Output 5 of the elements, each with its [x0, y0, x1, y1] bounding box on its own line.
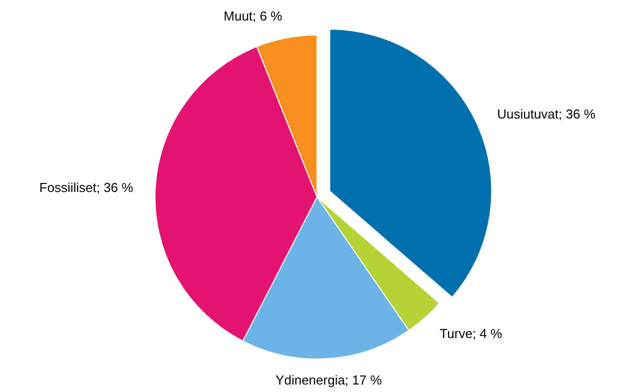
slice-label: Ydinenergia; 17 %: [276, 372, 382, 388]
slice-label: Turve; 4 %: [440, 326, 502, 342]
slice-label: Muut; 6 %: [224, 8, 283, 24]
slice-label: Fossiiliset; 36 %: [39, 180, 134, 196]
slice-label: Uusiutuvat; 36 %: [497, 106, 596, 122]
